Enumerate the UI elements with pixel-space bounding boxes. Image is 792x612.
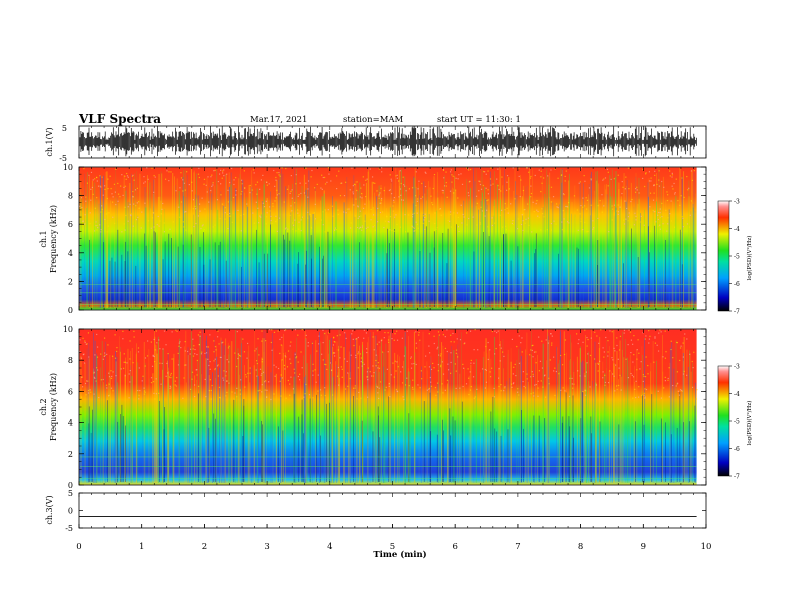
ch1-waveform-trace [79,126,697,157]
ch1-spectrogram-ytick-label: 8 [68,192,73,201]
figure-title: VLF Spectra [78,112,161,126]
ch3-waveform-panel: 5 0 -5 ch.3(V) [45,489,707,533]
ch1-waveform-panel: 5 -5 ch.1(V) [45,124,707,163]
ch3-ytick-label: 5 [68,489,73,498]
ch2-spectrogram-ylabel-channel: ch.2 [39,398,48,415]
ch3-waveform-ylabel: ch.3(V) [45,495,54,524]
ch1-spectrogram-ytick-label: 10 [63,163,73,172]
ch2-spectrogram-ytick-label: 6 [68,387,73,396]
time-axis-tick-label: 7 [515,542,520,552]
time-axis-tick-label: 4 [327,542,332,552]
ch1-spectrogram-ytick-label: 2 [68,277,73,286]
ch1-colorbar [717,200,730,312]
time-axis-tick-label: 0 [76,542,81,552]
ch2-colorbar-label: log(PSD)(V²/Hz) [746,401,753,446]
time-axis-tick-label: 5 [390,542,395,552]
ch1-spectrogram-image [79,167,697,310]
time-axis-tick-label: 9 [641,542,646,552]
ch1-colorbar-label: log(PSD)(V²/Hz) [746,236,753,281]
colorbar-tick-label: -5 [734,254,740,261]
ch1-ytick-top: 5 [62,124,67,133]
colorbar-tick-label: -3 [734,364,740,371]
time-axis-tick-label: 1 [139,542,144,552]
ch2-spectrogram-ytick-label: 8 [68,356,73,365]
ch1-spectrogram-ylabel-frequency: Frequency (kHz) [49,205,58,273]
ch1-spectrogram-ytick-label: 0 [68,306,73,315]
time-axis-tick-label: 10 [701,542,712,552]
ch1-waveform-line [79,126,697,157]
time-axis-tick-label: 2 [202,542,207,552]
start-time-label: start UT = 11:30: 1 [437,115,521,125]
time-axis: 0 1 2 3 4 5 6 7 8 9 10 [76,524,711,552]
colorbar-tick-label: -7 [734,474,740,481]
ch2-spectrogram-ytick-label: 10 [63,325,73,334]
time-axis-tick-label: 6 [452,542,457,552]
colorbar-tick-label: -5 [734,419,740,426]
ch1-spectrogram-ylabel-channel: ch.1 [39,230,48,247]
ch1-spectrogram-ytick-label: 4 [68,249,73,258]
date-label: Mar.17, 2021 [250,115,307,125]
colorbar-tick-label: -3 [734,199,740,206]
ch3-ytick-label: 0 [68,507,73,516]
ch2-spectrogram-image [79,329,697,485]
ch2-spectrogram-ytick-label: 0 [68,481,73,490]
station-label: station=MAM [343,115,404,125]
time-axis-label: Time (min) [373,549,426,560]
ch1-spectrogram-ytick-label: 6 [68,220,73,229]
colorbar-tick-label: -4 [734,391,740,398]
colorbar-tick-label: -6 [734,281,740,288]
ch3-ytick-label: -5 [65,524,73,533]
colorbar-tick-label: -7 [734,309,740,316]
ch2-spectrogram-ytick-label: 2 [68,450,73,459]
time-axis-tick-label: 8 [578,542,583,552]
ch1-ytick-bottom: -5 [59,154,67,163]
ch3-waveform-frame [78,492,707,529]
ch2-colorbar [717,365,730,477]
colorbar-tick-label: -6 [734,446,740,453]
ch2-spectrogram-ytick-label: 4 [68,419,73,428]
colorbar-tick-label: -4 [734,226,740,233]
time-axis-tick-label: 3 [264,542,269,552]
ch2-spectrogram-ylabel-frequency: Frequency (kHz) [49,373,58,441]
ch1-waveform-ylabel: ch.1(V) [45,127,54,156]
